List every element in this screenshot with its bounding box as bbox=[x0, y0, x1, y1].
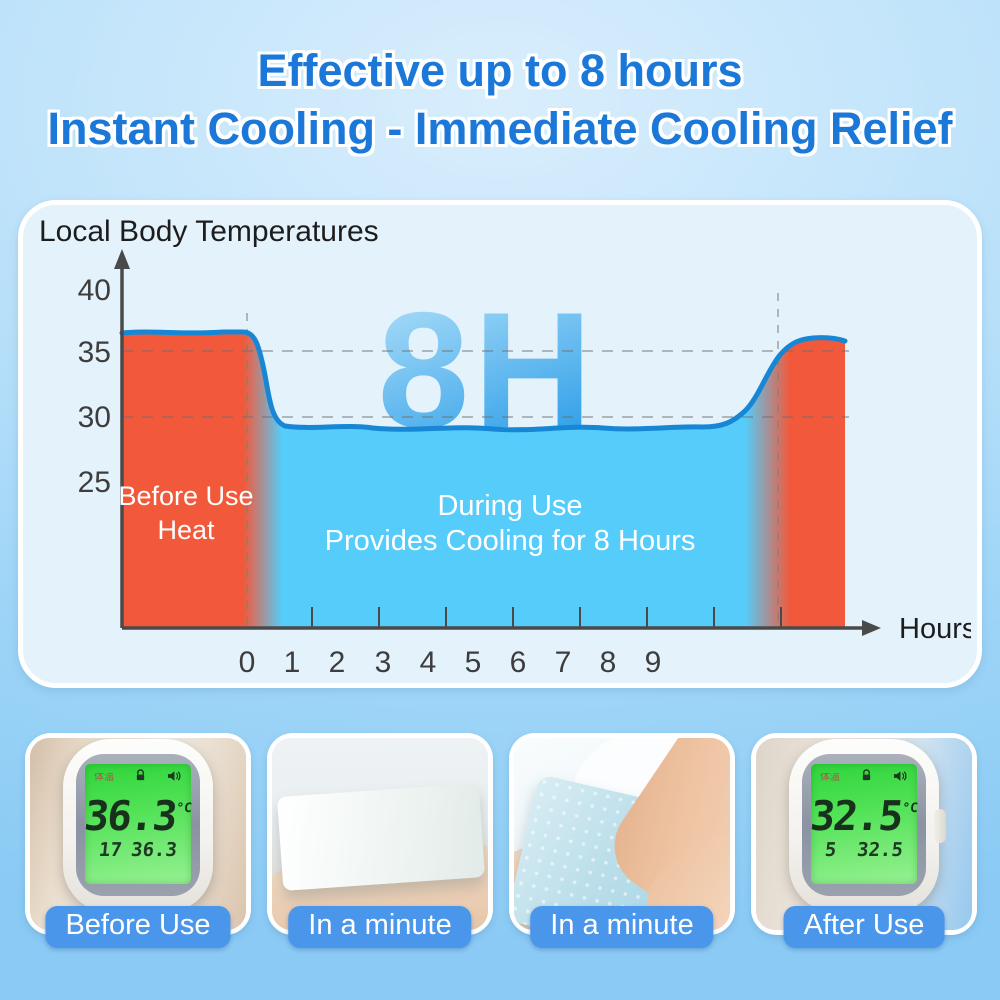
thermometer-bezel: 体温 36.3°C 17 36.3 bbox=[76, 754, 200, 897]
lcd-sub-row: 17 36.3 bbox=[84, 837, 193, 861]
x-tick-3: 3 bbox=[375, 646, 392, 679]
lock-icon bbox=[135, 769, 146, 787]
during-use-label-line1: During Use bbox=[437, 490, 582, 522]
thermometer-device: 体温 32.5°C 5 32.5 bbox=[789, 739, 946, 914]
badge-in-a-minute-2: In a minute bbox=[530, 906, 714, 948]
cooling-patch-white bbox=[276, 783, 486, 891]
x-tick-2: 2 bbox=[329, 646, 346, 679]
lcd-main-reading: 36.3°C bbox=[82, 788, 193, 841]
lcd-main-digits: 36.3 bbox=[82, 792, 178, 841]
lcd-status-row: 体温 bbox=[811, 764, 917, 785]
thermometer-device: 体温 36.3°C 17 36.3 bbox=[63, 739, 213, 914]
region-annotations: Before Use Heat During Use Provides Cool… bbox=[118, 481, 695, 557]
x-tick-1: 1 bbox=[284, 646, 301, 679]
x-axis-arrow bbox=[862, 620, 881, 636]
badge-after-use: After Use bbox=[783, 906, 945, 948]
chart-panel: Local Body Temperatures bbox=[18, 200, 982, 688]
during-use-label-line2: Provides Cooling for 8 Hours bbox=[325, 525, 696, 557]
x-axis-label: Hours bbox=[899, 613, 971, 645]
photo-peeling-gel bbox=[514, 738, 730, 930]
badge-before-use: Before Use bbox=[45, 906, 231, 948]
thermometer-bezel: 体温 32.5°C 5 32.5 bbox=[802, 754, 926, 897]
thumbnail-before-use: 体温 36.3°C 17 36.3 Before Use bbox=[25, 733, 251, 948]
headline: Effective up to 8 hours Instant Cooling … bbox=[0, 42, 1000, 158]
lcd-mode-text: 体温 bbox=[820, 773, 840, 784]
before-use-label-line1: Before Use bbox=[118, 481, 253, 511]
x-tick-8: 8 bbox=[600, 646, 617, 679]
thumbnail-after-use: 体温 32.5°C 5 32.5 After Use bbox=[751, 733, 977, 948]
photo-thermometer-before: 体温 36.3°C 17 36.3 bbox=[30, 738, 246, 930]
lcd-unit: °C bbox=[901, 801, 919, 817]
thermometer-lcd: 体温 36.3°C 17 36.3 bbox=[82, 764, 193, 885]
lcd-memory-value: 36.3 bbox=[129, 839, 179, 862]
thermometer-lcd: 体温 32.5°C 5 32.5 bbox=[808, 764, 919, 885]
thermometer-side-button bbox=[934, 809, 946, 844]
heat-area-before bbox=[122, 332, 282, 628]
x-tick-4: 4 bbox=[420, 646, 437, 679]
y-tick-25: 25 bbox=[78, 466, 111, 499]
y-axis-arrow bbox=[114, 249, 130, 269]
lcd-unit: °C bbox=[175, 801, 193, 817]
x-tick-marks bbox=[311, 607, 782, 628]
lcd-memory-index: 17 bbox=[97, 839, 123, 862]
x-tick-0: 0 bbox=[239, 646, 256, 679]
lcd-status-row: 体温 bbox=[85, 764, 191, 785]
temperature-chart: 8H bbox=[78, 249, 971, 679]
before-use-label-line2: Heat bbox=[157, 515, 215, 545]
y-tick-labels: 40 35 30 25 bbox=[78, 274, 111, 499]
heat-area-after bbox=[745, 332, 845, 628]
x-tick-7: 7 bbox=[555, 646, 572, 679]
x-tick-5: 5 bbox=[465, 646, 482, 679]
headline-line2: Instant Cooling - Immediate Cooling Reli… bbox=[47, 103, 953, 154]
x-tick-6: 6 bbox=[510, 646, 527, 679]
headline-line1: Effective up to 8 hours bbox=[257, 45, 743, 96]
lcd-mode-text: 体温 bbox=[94, 773, 114, 784]
temperature-curve bbox=[119, 329, 848, 433]
badge-in-a-minute-1: In a minute bbox=[288, 906, 472, 948]
x-tick-labels: 0 1 2 3 4 5 6 7 8 9 bbox=[239, 646, 662, 679]
lcd-main-digits: 32.5 bbox=[808, 792, 904, 841]
lcd-memory-index: 5 bbox=[823, 839, 838, 862]
thumbnail-in-a-minute-1: In a minute bbox=[267, 733, 493, 948]
chart-title: Local Body Temperatures bbox=[39, 215, 379, 248]
cooling-area bbox=[122, 332, 845, 628]
x-tick-9: 9 bbox=[645, 646, 662, 679]
photo-thermometer-after: 体温 32.5°C 5 32.5 bbox=[756, 738, 972, 930]
speaker-icon bbox=[167, 769, 182, 787]
thumbnail-in-a-minute-2: In a minute bbox=[509, 733, 735, 948]
lock-icon bbox=[861, 769, 872, 787]
y-tick-30: 30 bbox=[78, 401, 111, 434]
lcd-sub-row: 5 32.5 bbox=[810, 837, 919, 861]
lcd-main-reading: 32.5°C bbox=[808, 788, 919, 841]
y-tick-35: 35 bbox=[78, 336, 111, 369]
y-tick-40: 40 bbox=[78, 274, 111, 307]
speaker-icon bbox=[893, 769, 908, 787]
lcd-memory-value: 32.5 bbox=[855, 839, 905, 862]
photo-patch-on-arm bbox=[272, 738, 488, 930]
